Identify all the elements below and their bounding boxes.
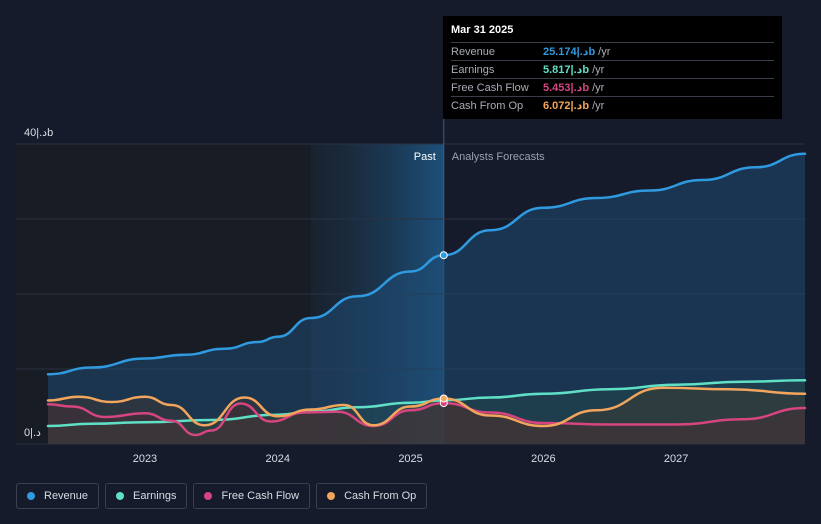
legend-item-revenue[interactable]: Revenue xyxy=(16,483,100,509)
tooltip-unit: /yr xyxy=(598,45,611,58)
tooltip-label: Free Cash Flow xyxy=(451,81,529,94)
tooltip-value: 25.174|.دb xyxy=(543,46,596,58)
legend: Revenue Earnings Free Cash Flow Cash Fro… xyxy=(16,483,428,509)
chart-lines xyxy=(46,152,807,437)
y-axis-top-label: 40|.دb xyxy=(24,127,53,139)
tooltip: Mar 31 2025 Revenue 25.174|.دb /yr Earni… xyxy=(443,16,782,119)
point-cash-from-op xyxy=(439,394,448,403)
series-line-free-cash-flow xyxy=(46,401,807,437)
legend-label: Earnings xyxy=(133,490,177,502)
legend-item-earnings[interactable]: Earnings xyxy=(105,483,188,509)
tooltip-row-earnings: Earnings 5.817|.دb /yr xyxy=(451,60,774,78)
x-tick-label: 2027 xyxy=(664,453,688,465)
legend-dot-icon xyxy=(27,492,35,500)
tooltip-date: Mar 31 2025 xyxy=(451,24,514,36)
area-free-cash-flow xyxy=(48,403,805,444)
legend-label: Cash From Op xyxy=(344,490,417,502)
tooltip-row-free-cash-flow: Free Cash Flow 5.453|.دb /yr xyxy=(451,78,774,96)
chart-labels: 40|.دb 0|.د Past Analysts Forecasts 2023 2024… xyxy=(24,127,688,465)
area-cash-from-op xyxy=(48,387,805,444)
series-line-cash-from-op xyxy=(46,386,807,428)
tooltip-unit: /yr xyxy=(592,99,605,112)
legend-item-free-cash-flow[interactable]: Free Cash Flow xyxy=(193,483,311,509)
legend-dot-icon xyxy=(204,492,213,500)
forecast-label: Analysts Forecasts xyxy=(452,151,545,163)
area-revenue xyxy=(48,153,805,444)
tooltip-row-cash-from-op: Cash From Op 6.072|.دb /yr xyxy=(451,96,774,114)
past-label: Past xyxy=(414,151,436,163)
tooltip-value: 5.453|.دb xyxy=(543,82,590,94)
x-tick-label: 2025 xyxy=(398,453,422,465)
tooltip-label: Cash From Op xyxy=(451,99,524,112)
tooltip-unit: /yr xyxy=(592,81,605,94)
x-tick-label: 2024 xyxy=(266,453,290,465)
area-earnings xyxy=(48,380,805,444)
tooltip-label: Earnings xyxy=(451,63,495,76)
tooltip-value: 6.072|.دb xyxy=(543,100,590,112)
chart-areas xyxy=(48,153,805,444)
legend-dot-icon xyxy=(116,492,125,500)
legend-label: Free Cash Flow xyxy=(221,490,300,502)
tooltip-row-revenue: Revenue 25.174|.دb /yr xyxy=(451,42,774,60)
x-tick-label: 2026 xyxy=(531,453,555,465)
tooltip-unit: /yr xyxy=(592,63,605,76)
legend-dot-icon xyxy=(327,492,336,500)
tooltip-value: 5.817|.دb xyxy=(543,64,590,76)
point-revenue xyxy=(439,251,448,260)
x-tick-label: 2023 xyxy=(133,453,157,465)
chart-markers xyxy=(439,251,448,408)
legend-label: Revenue xyxy=(44,490,89,502)
y-axis-bottom-label: 0|.د xyxy=(24,427,41,439)
tooltip-label: Revenue xyxy=(451,45,496,58)
series-line-revenue xyxy=(46,152,807,376)
legend-item-cash-from-op[interactable]: Cash From Op xyxy=(316,483,428,509)
